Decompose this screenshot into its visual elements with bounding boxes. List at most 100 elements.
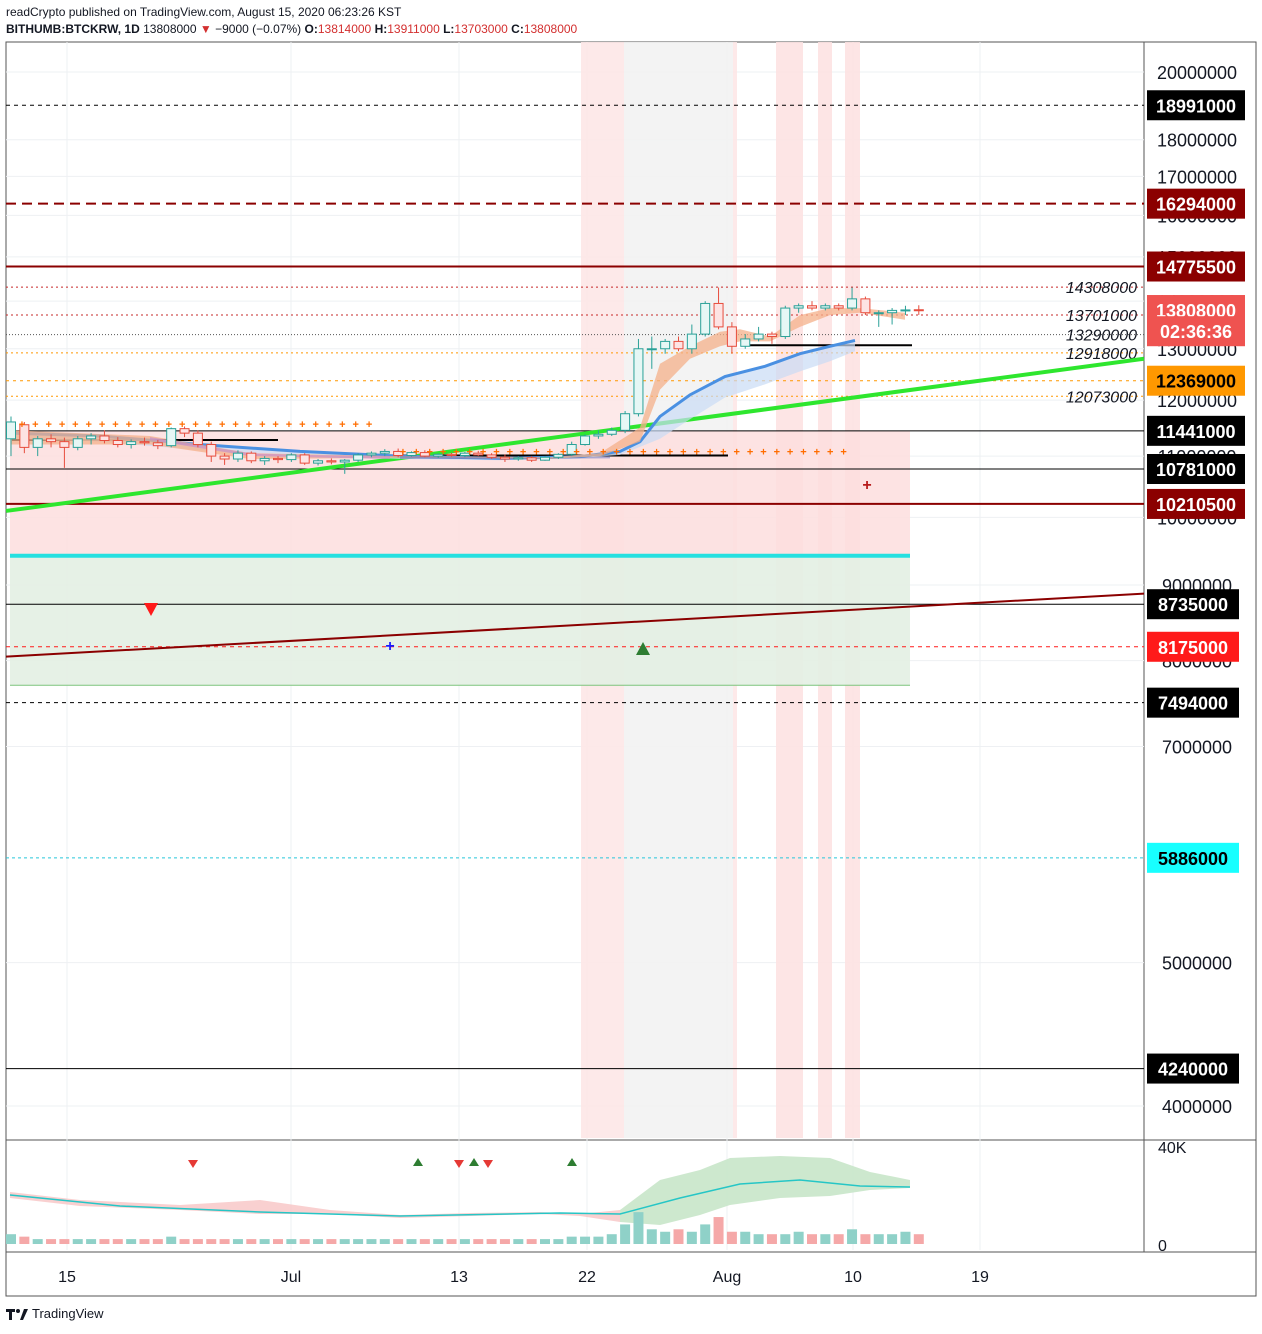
- candle-body: [459, 452, 470, 457]
- candle-body: [219, 455, 230, 460]
- orange-cross-marker: +: [72, 419, 78, 431]
- price-label-box: [1147, 90, 1245, 121]
- time-tick-label: 15: [58, 1269, 76, 1286]
- candle-body: [900, 309, 911, 312]
- volume-bar: [847, 1229, 858, 1244]
- price-label-text: 02:36:36: [1160, 322, 1232, 342]
- volume-bar: [473, 1239, 484, 1244]
- volume-bar: [366, 1239, 377, 1244]
- volume-bar: [112, 1239, 123, 1244]
- orange-cross-marker: +: [467, 446, 473, 458]
- volume-bar: [499, 1239, 510, 1244]
- darkred-trend-line: [5, 592, 1145, 658]
- volume-bar: [6, 1234, 16, 1244]
- orange-cross-marker: +: [246, 419, 252, 431]
- buy-triangle-marker: [636, 642, 650, 655]
- orange-cross-marker: +: [126, 419, 132, 431]
- candle-body: [419, 452, 430, 457]
- price-label-text: 5886000: [1158, 849, 1228, 869]
- orange-cross-marker: +: [720, 446, 726, 458]
- volume-bar: [59, 1239, 70, 1244]
- candle-body: [19, 424, 30, 448]
- candle-body: [526, 457, 537, 461]
- orange-cross-marker: +: [667, 446, 673, 458]
- candles-group: [6, 287, 924, 474]
- price-label-box: [1147, 415, 1245, 446]
- candle-body: [620, 413, 631, 431]
- price-label-text: 7494000: [1158, 694, 1228, 714]
- candle-body: [740, 338, 751, 347]
- volume-bar: [673, 1229, 684, 1244]
- volume-bar: [86, 1239, 97, 1244]
- candle-body: [339, 459, 350, 463]
- high-label: H:: [374, 22, 388, 36]
- orange-cross-marker: +: [366, 419, 372, 431]
- volume-signal-marker: [188, 1160, 198, 1168]
- volume-bar: [887, 1234, 898, 1244]
- candle-body: [593, 433, 604, 437]
- candle-body: [553, 453, 564, 458]
- volume-bar: [219, 1239, 230, 1244]
- price-tick-label: 17000000: [1157, 167, 1237, 187]
- volume-bar: [566, 1236, 577, 1244]
- change-value: −9000 (−0.07%): [215, 22, 302, 36]
- orange-cross-marker: +: [99, 419, 105, 431]
- volume-bar: [860, 1234, 871, 1244]
- annotation-label: 13701000: [1066, 308, 1137, 325]
- orange-cross-marker: +: [693, 446, 699, 458]
- candle-body: [793, 305, 804, 309]
- volume-bar: [459, 1239, 470, 1244]
- price-label-box: [1147, 365, 1245, 396]
- last-price: 13808000: [143, 22, 197, 36]
- volume-bar: [620, 1224, 631, 1244]
- volume-bar: [406, 1239, 417, 1244]
- chart-header: readCrypto published on TradingView.com,…: [6, 4, 577, 38]
- candle-body: [353, 454, 364, 461]
- price-tick-label: 7000000: [1162, 737, 1232, 757]
- candle-body: [232, 452, 243, 460]
- volume-bar: [72, 1239, 83, 1244]
- orange-cross-marker: +: [192, 419, 198, 431]
- orange-cross-marker: +: [59, 419, 65, 431]
- volume-bar: [580, 1236, 591, 1244]
- volume-tick-label: 0: [1158, 1238, 1167, 1255]
- candle-body: [99, 435, 110, 442]
- orange-cross-marker: +: [299, 419, 305, 431]
- volume-bar: [192, 1239, 203, 1244]
- publish-info: readCrypto published on TradingView.com,…: [6, 5, 402, 19]
- time-tick-label: 19: [971, 1269, 989, 1286]
- price-label-text: 12369000: [1156, 372, 1236, 392]
- orange-cross-marker: +: [339, 419, 345, 431]
- orange-cross-marker: +: [653, 446, 659, 458]
- volume-bar: [339, 1239, 350, 1244]
- candle-body: [540, 456, 550, 461]
- price-label-text: 8735000: [1158, 595, 1228, 615]
- volume-bar: [553, 1239, 564, 1244]
- candle-body: [860, 298, 871, 314]
- candle-body: [366, 452, 377, 456]
- orange-cross-marker: +: [272, 419, 278, 431]
- price-label-text: 14775500: [1156, 258, 1236, 278]
- volume-bar: [139, 1239, 150, 1244]
- candle-body: [847, 298, 858, 309]
- time-tick-label: Aug: [713, 1269, 741, 1286]
- orange-cross-marker: +: [587, 446, 593, 458]
- price-tick-label: 4000000: [1162, 1097, 1232, 1117]
- price-label-text: 4240000: [1158, 1060, 1228, 1080]
- candle-body: [633, 348, 644, 415]
- candle-body: [486, 454, 497, 458]
- tradingview-logo-icon: [6, 1308, 28, 1320]
- volume-bar: [700, 1224, 711, 1244]
- price-label-text: 11441000: [1156, 422, 1235, 442]
- candle-body: [166, 428, 177, 447]
- purple-ribbon: [150, 437, 390, 460]
- volume-bar: [326, 1239, 337, 1244]
- orange-cross-marker: +: [440, 446, 446, 458]
- candle-body: [59, 441, 70, 448]
- price-label-box: [1147, 589, 1239, 620]
- candle-body: [6, 421, 16, 440]
- candle-body: [726, 326, 737, 347]
- volume-bar: [99, 1239, 110, 1244]
- volume-bar: [726, 1231, 737, 1244]
